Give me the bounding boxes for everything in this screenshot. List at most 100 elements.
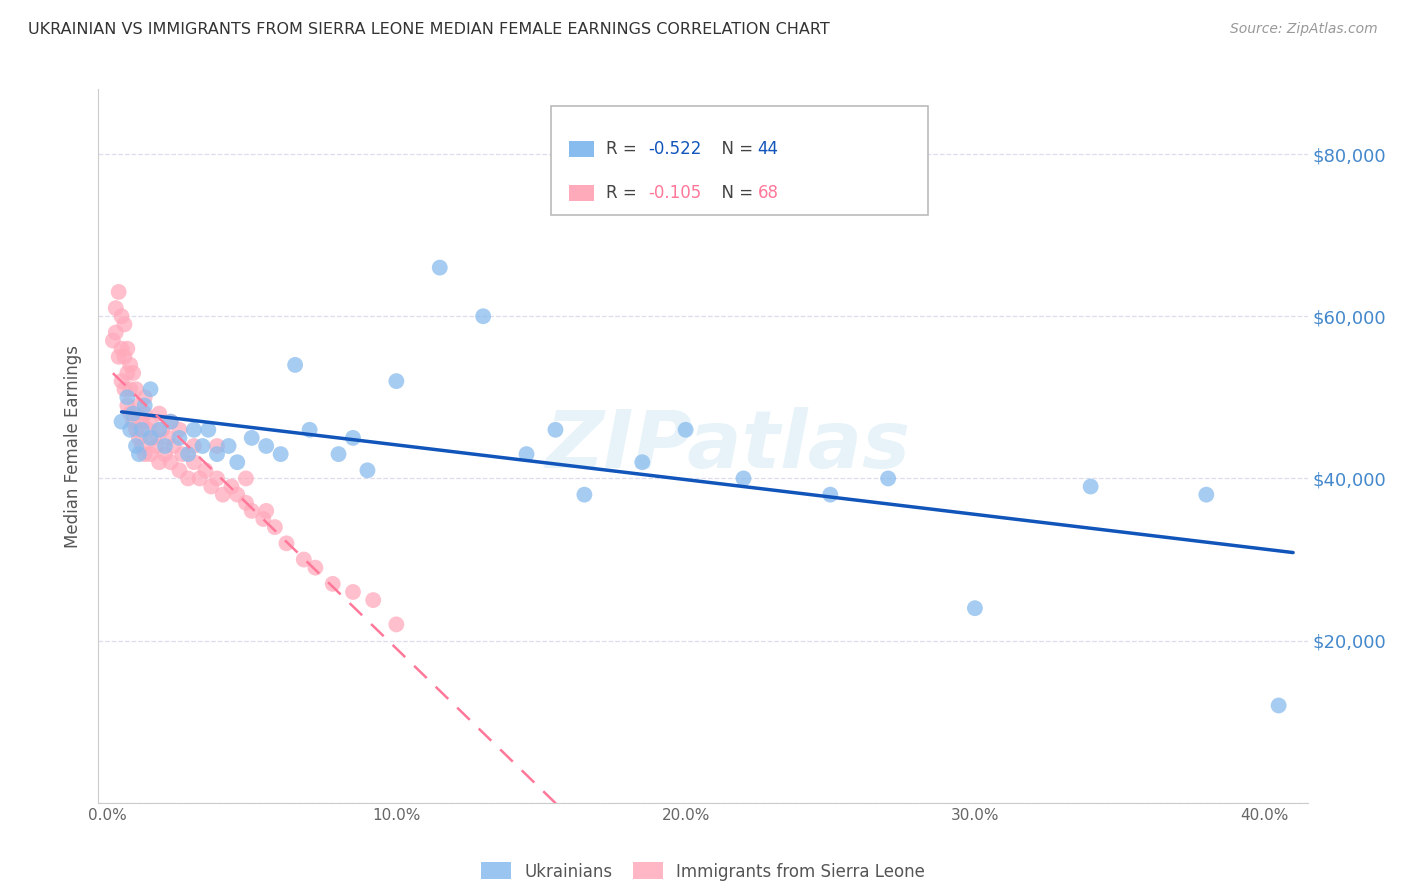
Point: [544, 423, 567, 437]
Point: [194, 463, 217, 477]
Text: R =: R =: [606, 139, 641, 158]
Point: [1080, 479, 1102, 493]
Point: [120, 382, 142, 396]
Point: [200, 479, 222, 493]
Point: [136, 423, 159, 437]
Point: [110, 310, 132, 324]
Point: [183, 455, 205, 469]
Point: [122, 415, 145, 429]
Point: [385, 617, 408, 632]
Text: UKRAINIAN VS IMMIGRANTS FROM SIERRA LEONE MEDIAN FEMALE EARNINGS CORRELATION CHA: UKRAINIAN VS IMMIGRANTS FROM SIERRA LEON…: [28, 22, 830, 37]
Point: [131, 439, 153, 453]
Text: N =: N =: [711, 139, 758, 158]
Point: [128, 431, 150, 445]
Point: [515, 447, 537, 461]
Point: [148, 423, 170, 437]
Point: [145, 439, 167, 453]
Point: [114, 350, 136, 364]
Point: [153, 439, 176, 453]
Point: [284, 358, 307, 372]
Point: [110, 415, 132, 429]
Point: [820, 488, 842, 502]
Point: [361, 593, 384, 607]
Point: [107, 285, 129, 299]
Point: [150, 423, 173, 437]
Point: [877, 471, 900, 485]
Point: [429, 260, 451, 275]
Point: [134, 390, 156, 404]
Point: [1195, 488, 1218, 502]
Point: [159, 455, 181, 469]
Point: [125, 439, 148, 453]
Text: -0.105: -0.105: [648, 184, 702, 202]
Text: 44: 44: [758, 139, 779, 158]
Point: [110, 374, 132, 388]
Point: [156, 431, 179, 445]
Point: [235, 496, 257, 510]
Point: [159, 415, 181, 429]
Point: [240, 431, 263, 445]
Point: [304, 560, 326, 574]
Point: [117, 366, 139, 380]
Point: [963, 601, 986, 615]
Point: [675, 423, 697, 437]
Point: [235, 471, 257, 485]
Point: [631, 455, 654, 469]
Point: [153, 447, 176, 461]
Point: [276, 536, 298, 550]
Point: [139, 431, 162, 445]
Point: [117, 399, 139, 413]
Point: [172, 447, 194, 461]
Point: [211, 488, 233, 502]
Point: [205, 439, 228, 453]
Text: -0.522: -0.522: [648, 139, 702, 158]
Point: [270, 447, 292, 461]
Point: [322, 577, 344, 591]
Point: [131, 423, 153, 437]
Point: [134, 399, 156, 413]
Point: [226, 455, 249, 469]
Point: [472, 310, 495, 324]
Point: [183, 423, 205, 437]
Point: [159, 415, 181, 429]
Text: ZIPatlas: ZIPatlas: [544, 407, 910, 485]
Point: [120, 407, 142, 421]
Point: [197, 423, 219, 437]
Point: [342, 585, 364, 599]
Point: [1267, 698, 1289, 713]
Point: [254, 504, 277, 518]
Point: [117, 390, 139, 404]
Point: [139, 447, 162, 461]
Point: [120, 423, 142, 437]
Point: [101, 334, 124, 348]
Point: [298, 423, 321, 437]
Point: [177, 447, 200, 461]
Point: [107, 350, 129, 364]
Point: [117, 342, 139, 356]
Point: [162, 439, 184, 453]
Point: [125, 423, 148, 437]
Point: [328, 447, 350, 461]
Point: [114, 382, 136, 396]
Point: [134, 447, 156, 461]
Point: [733, 471, 755, 485]
Point: [104, 301, 127, 315]
Point: [292, 552, 315, 566]
Point: [191, 439, 214, 453]
Point: [205, 447, 228, 461]
Point: [125, 382, 148, 396]
Point: [252, 512, 274, 526]
Point: [342, 431, 364, 445]
Text: 68: 68: [758, 184, 779, 202]
Point: [177, 471, 200, 485]
Point: [169, 431, 191, 445]
Point: [221, 479, 243, 493]
Point: [120, 358, 142, 372]
Point: [254, 439, 277, 453]
Point: [169, 463, 191, 477]
Point: [139, 415, 162, 429]
Point: [188, 471, 211, 485]
Text: Source: ZipAtlas.com: Source: ZipAtlas.com: [1230, 22, 1378, 37]
Point: [574, 488, 596, 502]
Point: [128, 399, 150, 413]
